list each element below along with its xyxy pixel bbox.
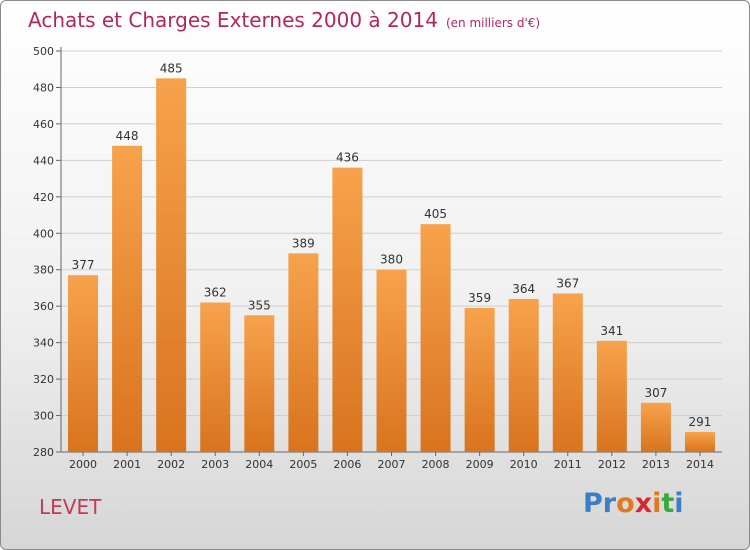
bar — [508, 298, 539, 452]
x-tick-label: 2001 — [113, 458, 141, 471]
data-label: 307 — [644, 386, 667, 400]
x-tick-label: 2005 — [289, 458, 317, 471]
y-tick-label: 420 — [33, 191, 54, 204]
y-tick-label: 300 — [33, 410, 54, 423]
data-label: 291 — [689, 415, 712, 429]
bar — [288, 253, 319, 452]
y-tick-label: 500 — [33, 45, 54, 58]
data-label: 359 — [468, 291, 491, 305]
y-tick-label: 380 — [33, 264, 54, 277]
logo-letter: i — [674, 488, 684, 519]
data-label: 389 — [292, 236, 315, 250]
data-label: 448 — [116, 129, 139, 143]
y-tick-label: 280 — [33, 446, 54, 459]
bar — [68, 275, 99, 452]
bar-layer — [68, 78, 715, 453]
y-tick-label: 400 — [33, 227, 54, 240]
data-label: 367 — [556, 276, 579, 290]
bar — [420, 224, 451, 452]
data-label: 485 — [160, 61, 183, 75]
bar — [112, 145, 143, 453]
bar — [332, 167, 363, 452]
data-label: 380 — [380, 253, 403, 267]
bar — [376, 269, 407, 452]
commune-name: LEVET — [39, 495, 102, 519]
x-tick-label: 2000 — [69, 458, 97, 471]
x-tick-label: 2003 — [201, 458, 229, 471]
y-tick-label: 460 — [33, 118, 54, 131]
bar — [464, 308, 495, 452]
logo-letter: i — [652, 488, 662, 519]
data-label: 436 — [336, 151, 359, 165]
proxiti-logo: Proxiti — [583, 488, 684, 519]
x-tick-label: 2014 — [686, 458, 714, 471]
label-layer: 377 448 485 362 355 389 436 380 405 359 364 367 341 3… — [72, 61, 712, 429]
bar — [244, 315, 275, 452]
x-tick-label: 2004 — [245, 458, 273, 471]
chart-title: Achats et Charges Externes 2000 à 2014 (e… — [28, 8, 540, 32]
x-tick-label: 2008 — [422, 458, 450, 471]
x-tick-label: 2011 — [554, 458, 582, 471]
x-tick-label: 2013 — [642, 458, 670, 471]
data-label: 405 — [424, 207, 447, 221]
y-tick-label: 320 — [33, 373, 54, 386]
logo-letter: r — [602, 488, 617, 519]
y-tick-label: 480 — [33, 81, 54, 94]
x-tick-label: 2012 — [598, 458, 626, 471]
bar — [200, 302, 231, 452]
y-tick-label: 360 — [33, 300, 54, 313]
x-tick-label: 2006 — [333, 458, 361, 471]
bar — [684, 431, 715, 452]
bar — [156, 78, 187, 452]
y-tick-label: 440 — [33, 154, 54, 167]
y-tick-label: 340 — [33, 337, 54, 350]
x-tick-label: 2007 — [378, 458, 406, 471]
bar — [596, 340, 627, 452]
chart-unit-label: (en milliers d'€) — [445, 16, 541, 30]
bar — [640, 402, 671, 452]
data-label: 341 — [600, 324, 623, 338]
data-label: 362 — [204, 286, 227, 300]
logo-letter: x — [634, 488, 653, 519]
x-tick-label: 2002 — [157, 458, 185, 471]
logo-letter: o — [616, 488, 635, 519]
x-tick-label: 2010 — [510, 458, 538, 471]
logo-letter: t — [661, 488, 675, 519]
data-label: 364 — [512, 282, 535, 296]
data-label: 377 — [72, 258, 95, 272]
logo-letter: P — [583, 488, 603, 519]
data-label: 355 — [248, 298, 271, 312]
bar — [552, 293, 583, 452]
x-tick-label: 2009 — [466, 458, 494, 471]
chart-title-main: Achats et Charges Externes 2000 à 2014 — [28, 8, 438, 32]
